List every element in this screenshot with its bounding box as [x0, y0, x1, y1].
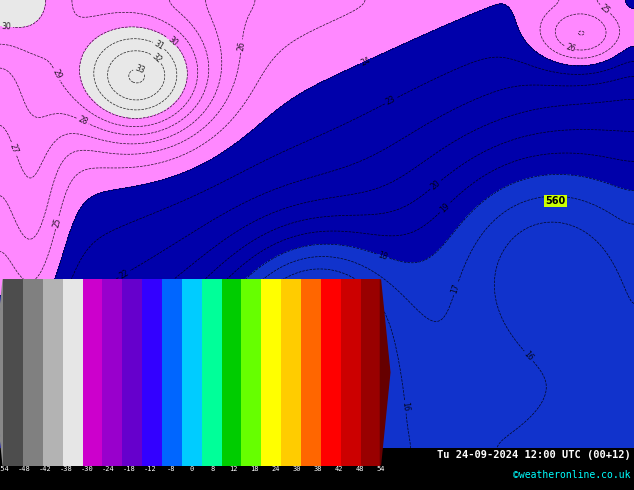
- Text: -8: -8: [167, 466, 175, 471]
- Text: 32: 32: [150, 52, 163, 65]
- Text: 48: 48: [355, 466, 364, 471]
- Bar: [23, 279, 43, 465]
- Text: 54: 54: [376, 466, 385, 471]
- Text: 25: 25: [598, 2, 612, 16]
- Bar: [162, 279, 182, 465]
- Text: 26: 26: [236, 41, 247, 51]
- Text: 12: 12: [230, 466, 238, 471]
- Bar: [340, 279, 361, 465]
- Text: Height/Temp. 500 hPa [gdmp][°C] CFS: Height/Temp. 500 hPa [gdmp][°C] CFS: [3, 450, 222, 461]
- Text: 42: 42: [334, 466, 343, 471]
- Bar: [202, 279, 221, 465]
- Text: -48: -48: [18, 466, 30, 471]
- Text: 30: 30: [1, 23, 11, 32]
- Text: 18: 18: [377, 250, 389, 262]
- Bar: [122, 279, 142, 465]
- Text: 14: 14: [262, 320, 275, 334]
- Text: 27: 27: [8, 142, 20, 154]
- Bar: [142, 279, 162, 465]
- Text: 23: 23: [385, 95, 398, 107]
- Bar: [221, 279, 242, 465]
- Text: -54: -54: [0, 466, 10, 471]
- Bar: [182, 279, 202, 465]
- Text: 24: 24: [271, 466, 280, 471]
- Text: -12: -12: [143, 466, 156, 471]
- Text: 19: 19: [438, 201, 451, 215]
- Text: 17: 17: [450, 283, 462, 295]
- Bar: [321, 279, 340, 465]
- Text: -18: -18: [122, 466, 135, 471]
- Text: -30: -30: [81, 466, 93, 471]
- Bar: [63, 279, 82, 465]
- Text: 25: 25: [52, 217, 63, 228]
- Text: 560: 560: [545, 196, 566, 206]
- Text: -38: -38: [60, 466, 72, 471]
- Text: 22: 22: [118, 268, 131, 280]
- Text: 8: 8: [210, 466, 215, 471]
- Text: -42: -42: [39, 466, 51, 471]
- Text: 16: 16: [400, 401, 410, 412]
- Text: 15: 15: [356, 430, 368, 442]
- Text: -24: -24: [101, 466, 114, 471]
- Text: 26: 26: [564, 43, 576, 54]
- Text: Tu 24-09-2024 12:00 UTC (00+12): Tu 24-09-2024 12:00 UTC (00+12): [437, 450, 631, 461]
- Text: 33: 33: [134, 64, 146, 76]
- Text: 30: 30: [165, 35, 179, 48]
- Bar: [261, 279, 281, 465]
- Bar: [43, 279, 63, 465]
- Bar: [281, 279, 301, 465]
- Text: 0: 0: [190, 466, 194, 471]
- Text: 29: 29: [50, 68, 63, 80]
- Text: 30: 30: [292, 466, 301, 471]
- Text: 28: 28: [77, 115, 89, 127]
- Bar: [301, 279, 321, 465]
- Bar: [3, 279, 23, 465]
- Text: 20: 20: [429, 178, 442, 192]
- Text: 16: 16: [522, 350, 535, 363]
- Polygon shape: [0, 279, 3, 465]
- Text: 24: 24: [359, 55, 372, 68]
- Text: ©weatheronline.co.uk: ©weatheronline.co.uk: [514, 470, 631, 480]
- Text: 31: 31: [152, 39, 165, 51]
- Bar: [82, 279, 103, 465]
- Polygon shape: [380, 279, 390, 465]
- Text: 38: 38: [313, 466, 322, 471]
- Bar: [361, 279, 380, 465]
- Bar: [242, 279, 261, 465]
- Text: 18: 18: [250, 466, 259, 471]
- Bar: [103, 279, 122, 465]
- Text: 21: 21: [157, 281, 170, 294]
- Text: 13: 13: [270, 339, 283, 352]
